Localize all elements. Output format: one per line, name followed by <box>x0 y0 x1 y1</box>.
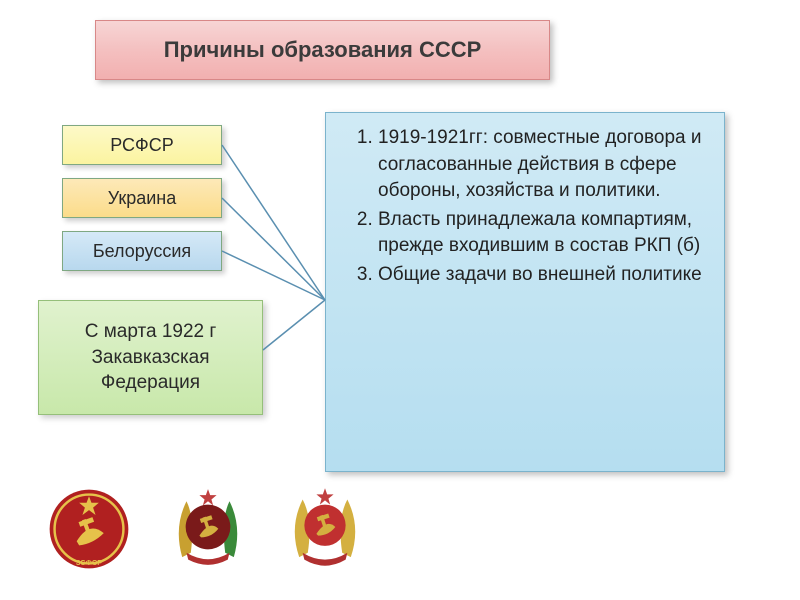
emblem-zsfsr: ЗСФСР <box>48 488 130 570</box>
svg-text:ЗСФСР: ЗСФСР <box>76 558 102 567</box>
republic-rsfsr: РСФСР <box>62 125 222 165</box>
transcaucasia-label: С марта 1922 г Закавказская Федерация <box>85 319 217 396</box>
page-title: Причины образования СССР <box>164 37 482 63</box>
reason-item: Общие задачи во внешней политике <box>378 262 710 289</box>
republic-label: Белоруссия <box>93 241 191 262</box>
emblem-bssr <box>165 484 251 570</box>
reasons-box: 1919-1921гг: совместные договора и согла… <box>325 112 725 472</box>
transcaucasia-box: С марта 1922 г Закавказская Федерация <box>38 300 263 415</box>
republic-belarus: Белоруссия <box>62 231 222 271</box>
reason-item: 1919-1921гг: совместные договора и согла… <box>378 125 710 205</box>
coat-of-arms-icon <box>282 484 368 570</box>
coat-of-arms-icon <box>165 484 251 570</box>
coat-of-arms-icon: ЗСФСР <box>48 488 130 570</box>
republic-ukraine: Украина <box>62 178 222 218</box>
reasons-list: 1919-1921гг: совместные договора и согла… <box>334 125 710 289</box>
emblem-ussr <box>282 484 368 570</box>
reason-item: Власть принадлежала компартиям, прежде в… <box>378 207 710 260</box>
republic-label: РСФСР <box>110 135 174 156</box>
title-box: Причины образования СССР <box>95 20 550 80</box>
republic-label: Украина <box>108 188 177 209</box>
